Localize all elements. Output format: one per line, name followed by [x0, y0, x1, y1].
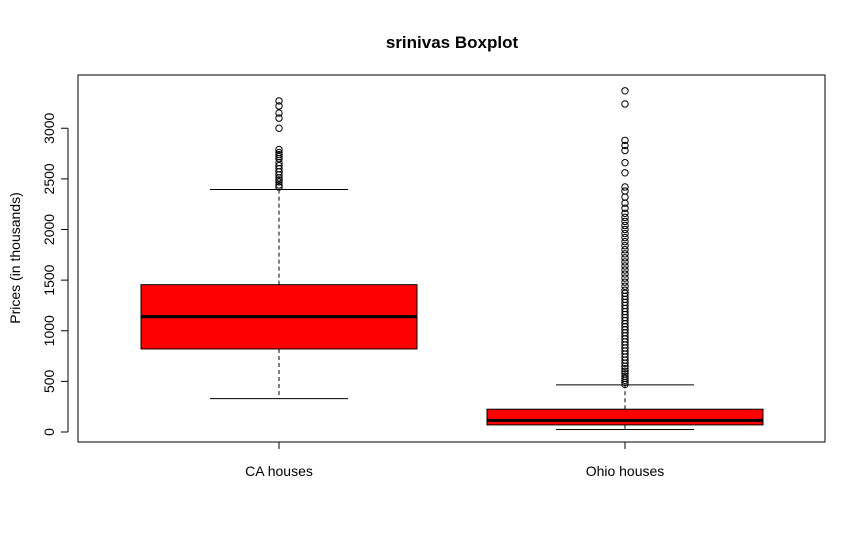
outlier-point [621, 250, 629, 258]
outlier-point [275, 150, 283, 159]
y-tick-label: 1500 [41, 264, 57, 295]
y-tick-label: 3000 [41, 112, 57, 143]
outlier-point [621, 246, 629, 254]
y-axis-label: Prices (in thousands) [7, 192, 23, 324]
outlier-point [621, 274, 629, 282]
outlier-point [621, 169, 629, 177]
outlier-point [275, 109, 283, 117]
outlier-point [621, 217, 629, 226]
y-tick-label: 2500 [41, 163, 57, 194]
outlier-point [275, 124, 283, 132]
outlier-point [621, 278, 629, 286]
outlier-point [621, 270, 629, 278]
chart-title: srinivas Boxplot [386, 33, 519, 52]
outlier-point [621, 372, 629, 381]
boxes-layer [140, 87, 764, 430]
outlier-point [621, 258, 629, 266]
plot-area-frame [77, 74, 826, 443]
outlier-point [275, 181, 283, 189]
outlier-point [275, 97, 283, 105]
outlier-point [621, 233, 629, 242]
y-tick-label: 1000 [41, 315, 57, 346]
box-group [140, 97, 418, 400]
x-tick-label: Ohio houses [586, 463, 665, 479]
outlier-point [275, 148, 283, 157]
outlier-point [621, 370, 629, 378]
outlier-point [621, 266, 629, 274]
outlier-point [621, 289, 629, 297]
y-tick-label: 2000 [41, 214, 57, 245]
outlier-point [621, 187, 629, 195]
outlier-point [621, 374, 629, 383]
outlier-point [621, 158, 629, 167]
outlier-point [621, 213, 629, 222]
y-tick-label: 500 [41, 369, 57, 393]
outlier-point [275, 178, 283, 186]
outlier-point [621, 367, 629, 375]
outlier-point [621, 221, 629, 230]
outlier-point [621, 204, 629, 212]
outlier-point [621, 254, 629, 262]
outlier-point [621, 146, 629, 155]
outlier-point [275, 152, 283, 161]
outlier-point [275, 102, 283, 110]
y-axis: 0 500 1000 1500 2000 2500 3000 [41, 112, 69, 436]
outlier-point [275, 176, 283, 184]
box-group [486, 87, 764, 430]
outlier-point [275, 183, 283, 191]
outlier-point [621, 282, 629, 290]
outlier-point [621, 209, 629, 218]
outlier-point [621, 365, 629, 373]
x-axis: CA houses Ohio houses [245, 442, 664, 479]
outlier-point [621, 225, 629, 234]
outlier-point [621, 100, 629, 108]
outlier-point [621, 136, 629, 145]
outlier-point [621, 286, 629, 294]
x-tick-label: CA houses [245, 463, 313, 479]
outlier-point [621, 237, 629, 246]
outlier-point [275, 145, 283, 154]
outlier-point [621, 87, 629, 95]
outlier-point [621, 183, 629, 191]
outlier-point [275, 114, 283, 122]
iqr-box [486, 408, 764, 426]
outlier-point [621, 229, 629, 238]
outlier-point [621, 242, 629, 250]
outlier-point [621, 193, 629, 201]
outlier-point [275, 162, 283, 170]
y-tick-label: 0 [41, 428, 57, 436]
outlier-point [621, 141, 629, 150]
outlier-point [621, 262, 629, 270]
